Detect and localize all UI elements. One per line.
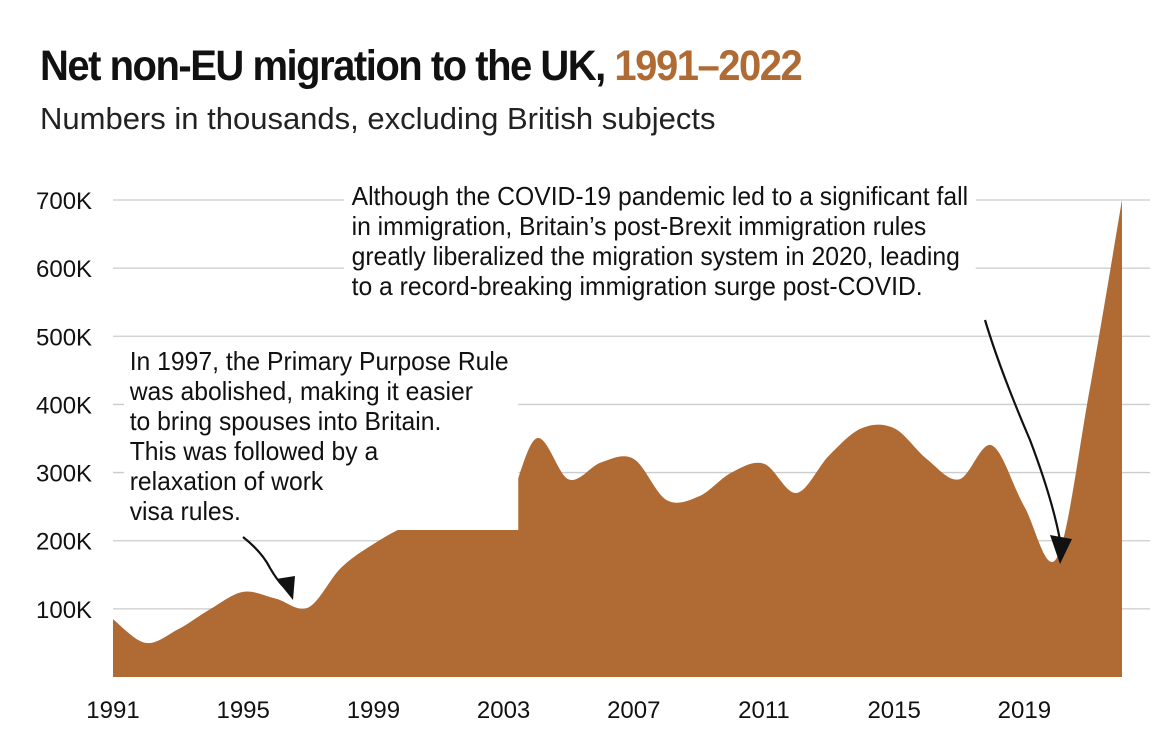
ppr-annotation-line: visa rules. xyxy=(129,496,241,526)
x-tick-label: 1995 xyxy=(216,697,269,724)
x-tick-label: 2003 xyxy=(477,697,530,724)
y-tick-label: 100K xyxy=(36,597,92,624)
y-tick-label: 700K xyxy=(36,188,92,215)
data-point-2015 xyxy=(892,426,896,430)
y-tick-label: 200K xyxy=(36,529,92,556)
x-tick-label: 2019 xyxy=(998,697,1051,724)
y-axis-ticks: 100K 200K 300K 400K 500K 600K 700K xyxy=(36,188,92,624)
chart-title-years: 1991–2022 xyxy=(614,42,802,90)
data-point-1998 xyxy=(339,566,343,570)
data-point-2011 xyxy=(762,462,766,466)
y-tick-label: 400K xyxy=(36,392,92,419)
data-point-2005 xyxy=(567,477,571,481)
x-tick-label: 1991 xyxy=(86,697,139,724)
data-point-2010 xyxy=(729,471,733,475)
x-tick-label: 2007 xyxy=(607,697,660,724)
data-point-1997 xyxy=(306,605,310,609)
y-tick-label: 600K xyxy=(36,256,92,283)
data-point-2017 xyxy=(957,477,961,481)
data-point-1992 xyxy=(144,641,148,645)
data-point-1996 xyxy=(274,597,278,601)
covid-arrow-head-icon xyxy=(1050,535,1072,564)
data-point-2016 xyxy=(925,457,929,461)
covid-arrow xyxy=(983,319,1062,541)
data-point-2018 xyxy=(990,443,994,447)
primary-purpose-rule-annotation: In 1997, the Primary Purpose Rule was ab… xyxy=(124,344,519,530)
covid-annotation-line: to a record-breaking immigration surge p… xyxy=(351,271,923,301)
ppr-arrow xyxy=(242,536,284,587)
x-axis-ticks: 1991 1995 1999 2003 2007 2011 2015 2019 xyxy=(86,697,1051,724)
y-tick-label: 300K xyxy=(36,461,92,488)
x-tick-label: 1999 xyxy=(347,697,400,724)
data-point-2019 xyxy=(1022,505,1026,509)
data-point-1999 xyxy=(371,542,375,546)
annotation-arrows xyxy=(242,319,1072,600)
data-point-1993 xyxy=(176,627,180,631)
data-point-2012 xyxy=(795,491,799,495)
ppr-arrow-head-icon xyxy=(276,576,295,600)
data-point-1991 xyxy=(111,617,115,621)
area-series-net-migration xyxy=(113,200,1122,677)
data-point-2013 xyxy=(827,454,831,458)
data-point-2014 xyxy=(860,426,864,430)
data-point-2009 xyxy=(697,494,701,498)
data-point-2021 xyxy=(1087,389,1091,393)
data-point-2007 xyxy=(632,457,636,461)
chart-title: Net non-EU migration to the UK, 1991–202… xyxy=(40,42,803,91)
covid-annotation-line: Although the COVID-19 pandemic led to a … xyxy=(351,181,969,211)
data-point-2006 xyxy=(599,460,603,464)
covid-annotation-line: greatly liberalized the migration system… xyxy=(351,241,960,271)
chart-subtitle: Numbers in thousands, excluding British … xyxy=(40,101,716,136)
ppr-annotation-line: This was followed by a xyxy=(129,436,379,466)
covid-annotation: Although the COVID-19 pandemic led to a … xyxy=(344,179,976,305)
data-point-2022 xyxy=(1120,198,1124,202)
covid-annotation-line: in immigration, Britain’s post-Brexit im… xyxy=(351,211,927,241)
x-tick-label: 2011 xyxy=(738,697,790,724)
data-point-2008 xyxy=(664,498,668,502)
ppr-annotation-line: relaxation of work xyxy=(129,466,324,496)
y-tick-label: 500K xyxy=(36,324,92,351)
data-point-2004 xyxy=(534,437,538,441)
ppr-annotation-line: In 1997, the Primary Purpose Rule xyxy=(129,346,509,376)
ppr-annotation-line: to bring spouses into Britain. xyxy=(129,406,442,436)
x-tick-label: 2015 xyxy=(867,697,920,724)
data-point-1995 xyxy=(241,590,245,594)
chart-title-main: Net non-EU migration to the UK, xyxy=(40,42,606,90)
data-point-1994 xyxy=(209,607,213,611)
ppr-annotation-line: was abolished, making it easier xyxy=(129,376,473,406)
